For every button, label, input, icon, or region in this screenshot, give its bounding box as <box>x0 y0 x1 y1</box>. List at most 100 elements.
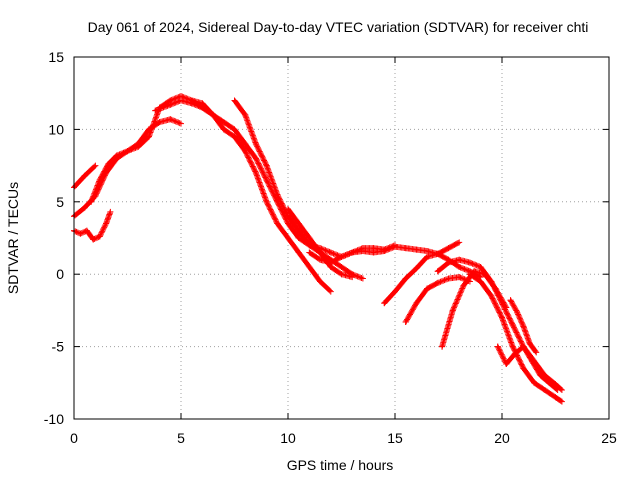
x-tick-label: 25 <box>601 430 617 446</box>
data-point <box>359 275 366 282</box>
x-axis-label: GPS time / hours <box>287 457 394 473</box>
data-point <box>295 249 302 256</box>
data-point <box>96 177 103 184</box>
data-point <box>81 172 88 179</box>
data-point <box>456 239 463 246</box>
data-point <box>526 340 533 347</box>
data-point <box>434 279 441 286</box>
data-point <box>242 140 249 147</box>
data-point <box>285 220 291 227</box>
chart-title: Day 061 of 2024, Sidereal Day-to-day VTE… <box>88 19 589 35</box>
data-point <box>509 343 516 350</box>
data-point <box>252 140 259 147</box>
data-point <box>445 259 452 266</box>
data-point <box>499 314 505 321</box>
data-point <box>471 268 478 275</box>
data-point <box>507 297 514 304</box>
data-point <box>317 249 324 256</box>
data-point <box>381 248 388 255</box>
data-point <box>445 245 452 252</box>
data-point <box>178 97 184 104</box>
data-point <box>528 358 535 365</box>
data-point <box>413 300 420 307</box>
data-point <box>392 243 398 250</box>
y-tick-label: 10 <box>48 121 64 137</box>
data-point <box>554 387 561 394</box>
x-tick-label: 20 <box>494 430 510 446</box>
data-point <box>552 394 559 401</box>
data-point <box>199 100 206 107</box>
data-point <box>434 250 441 257</box>
data-point <box>88 198 95 205</box>
y-tick-label: 15 <box>48 49 64 65</box>
data-point <box>327 288 334 295</box>
data-point <box>327 249 334 256</box>
x-tick-label: 0 <box>70 430 78 446</box>
data-point <box>252 169 259 176</box>
series-arc-14 <box>466 271 565 405</box>
data-point <box>381 300 388 307</box>
data-point <box>434 268 441 275</box>
data-point <box>124 148 131 155</box>
data-point <box>83 227 90 234</box>
data-point <box>338 263 345 270</box>
data-point <box>210 111 217 118</box>
data-point <box>402 245 409 252</box>
data-point <box>537 372 544 379</box>
x-tick-label: 15 <box>387 430 403 446</box>
data-point <box>349 274 356 281</box>
data-point <box>152 107 159 114</box>
data-point <box>338 271 345 278</box>
data-point <box>317 278 324 285</box>
data-point <box>494 343 501 350</box>
data-point <box>242 111 249 118</box>
data-point <box>188 97 195 104</box>
series-arc-8 <box>285 206 356 281</box>
data-point <box>274 191 281 198</box>
y-tick-label: 5 <box>56 194 64 210</box>
data-point <box>449 307 456 314</box>
data-point <box>513 308 520 315</box>
data-point <box>424 253 431 260</box>
x-tick-label: 5 <box>177 430 185 446</box>
data-point <box>424 248 431 255</box>
series-arc-11 <box>402 274 473 325</box>
axis-ticks: 0 5 10 15 20 25 -10 -5 0 5 10 15 <box>44 49 617 446</box>
data-point <box>231 126 238 133</box>
data-point <box>263 198 270 205</box>
series-arc-9 <box>306 239 463 266</box>
data-point <box>533 349 540 356</box>
data-point <box>488 278 495 285</box>
data-point <box>306 249 313 256</box>
data-point <box>445 275 452 282</box>
data-point <box>413 265 420 272</box>
data-point <box>274 220 281 227</box>
data-point <box>520 343 527 350</box>
data-point <box>167 101 174 108</box>
data-point <box>317 256 324 263</box>
y-tick-label: -5 <box>52 339 65 355</box>
data-point <box>338 253 345 260</box>
data-point <box>285 213 291 220</box>
y-axis-label: SDTVAR / TECUs <box>5 182 21 294</box>
data-point <box>242 148 249 155</box>
data-point <box>145 133 152 140</box>
data-point <box>178 120 184 127</box>
data-point <box>81 204 88 211</box>
data-point <box>92 162 99 169</box>
data-point <box>424 285 431 292</box>
data-point <box>220 126 227 133</box>
data-point <box>477 263 484 270</box>
data-point <box>263 177 270 184</box>
data-point <box>167 116 174 123</box>
data-point <box>77 230 84 237</box>
data-point <box>466 259 473 266</box>
data-point <box>306 235 313 241</box>
data-point <box>252 155 259 162</box>
data-point <box>327 259 334 266</box>
data-point <box>541 387 548 394</box>
data-point <box>359 248 366 255</box>
data-point <box>546 379 553 386</box>
